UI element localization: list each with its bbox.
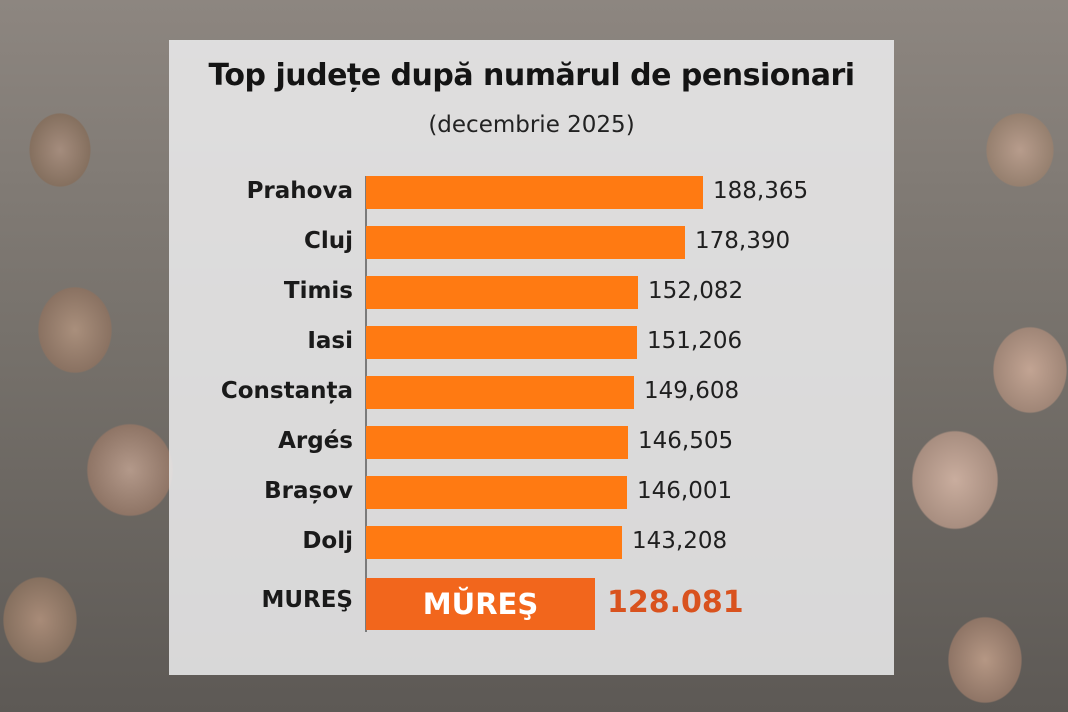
bar-3	[366, 326, 637, 359]
category-label: Argés	[278, 428, 353, 454]
highlight-category-label: MUREŞ	[261, 587, 353, 613]
bar-6	[366, 476, 627, 509]
category-label: Brașov	[264, 478, 353, 504]
value-label: 143,208	[632, 528, 728, 554]
value-label: 146,001	[637, 478, 733, 504]
chart-subtitle: (decembrie 2025)	[428, 112, 635, 138]
value-label: 151,206	[647, 328, 743, 354]
highlight-bar: MŬREŞ	[366, 578, 595, 630]
value-label: 149,608	[644, 378, 740, 404]
category-label: Cluj	[303, 228, 353, 254]
bar-2	[366, 276, 638, 309]
category-label: Dolj	[302, 528, 353, 554]
category-label: Prahova	[246, 178, 353, 204]
chart-title: Top județe după numărul de pensionari	[208, 58, 855, 93]
bar-5	[366, 426, 628, 459]
bar-0	[366, 176, 703, 209]
category-label: Constanța	[220, 378, 353, 404]
value-label: 178,390	[695, 228, 791, 254]
bar-7	[366, 526, 622, 559]
category-label: Timis	[283, 278, 353, 304]
value-label: 188,365	[713, 178, 809, 204]
value-label: 146,505	[638, 428, 734, 454]
highlight-value-label: 128.081	[607, 585, 744, 620]
category-label: Iasi	[307, 328, 353, 354]
bar-1	[366, 226, 685, 259]
bar-4	[366, 376, 634, 409]
value-label: 152,082	[648, 278, 744, 304]
